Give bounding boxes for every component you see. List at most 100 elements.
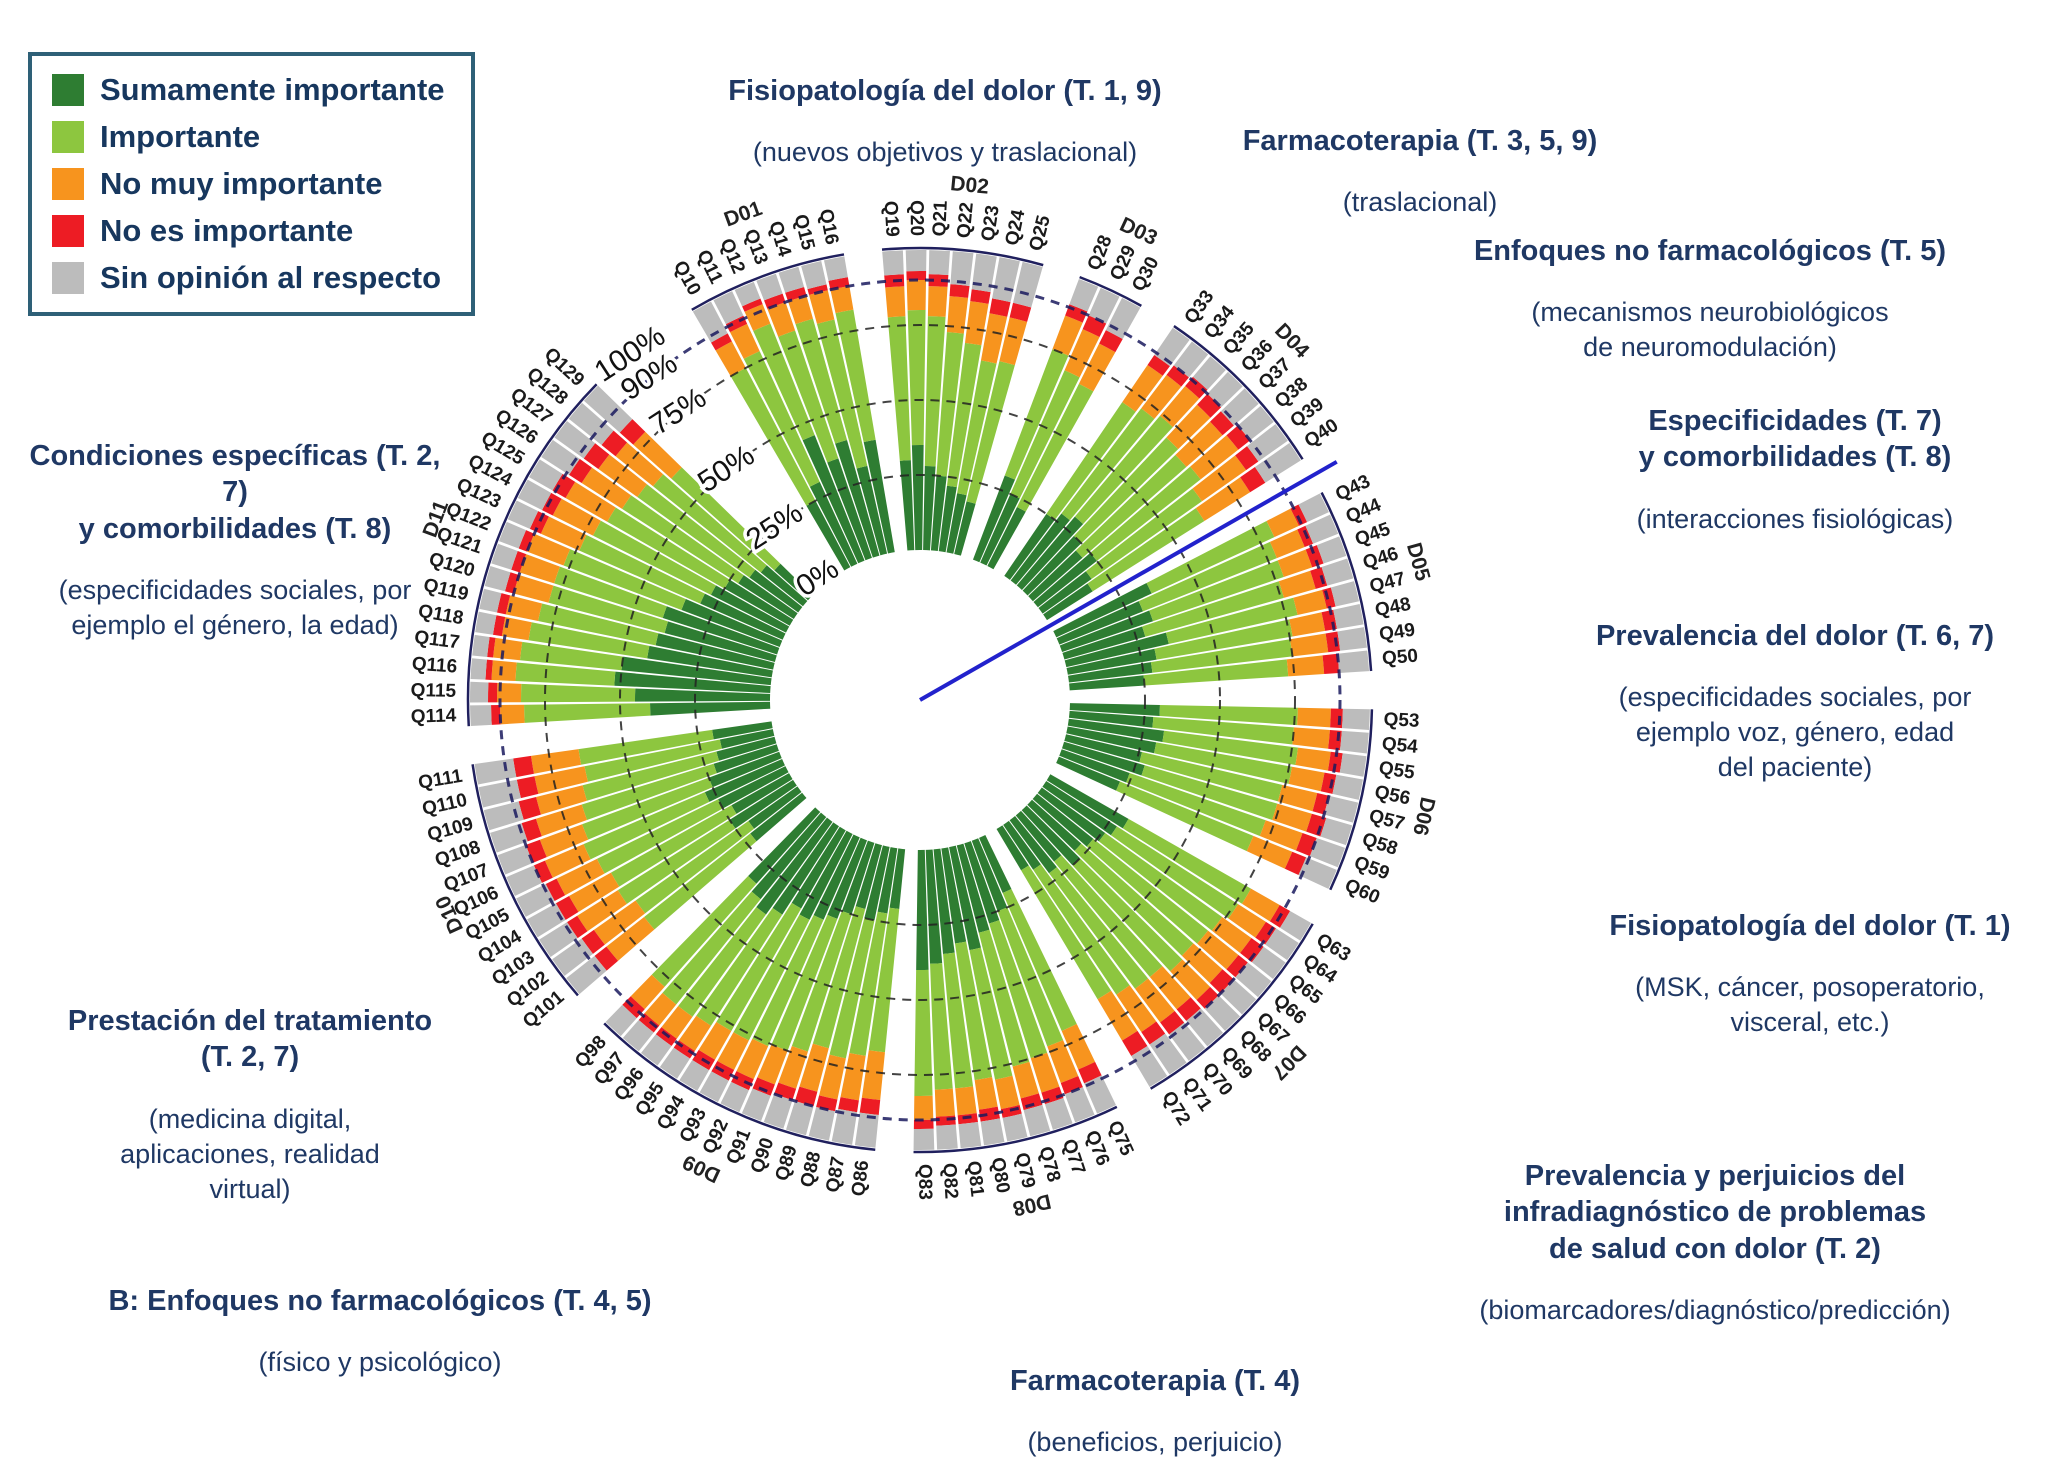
domain-cap-arc: [691, 253, 845, 311]
question-label: Q79: [1011, 1151, 1039, 1191]
legend-swatch-no-muy: [52, 168, 84, 200]
bar-segment-Q89: [855, 843, 882, 909]
bar-segment-Q110: [516, 776, 539, 799]
bar-segment-Q94: [716, 902, 802, 1032]
bar-segment-Q24: [989, 298, 1011, 317]
bar-segment-Q59: [1295, 833, 1317, 857]
bar-segment-Q36: [1197, 393, 1222, 418]
bar-segment-Q91: [752, 1077, 775, 1096]
section-subtitle: (MSK, cáncer, posoperatorio, visceral, e…: [1635, 972, 1985, 1038]
bar-segment-Q106: [704, 759, 785, 802]
bar-segment-Q103: [577, 890, 627, 932]
bar-segment-Q35: [1160, 385, 1200, 428]
bar-segment-Q105: [556, 858, 605, 896]
bar-segment-Q71: [1003, 820, 1041, 870]
bar-segment-Q82: [925, 849, 943, 964]
annotation-condiciones: Condiciones específicas (T. 2, 7) y como…: [15, 420, 455, 661]
bar-segment-Q20: [905, 250, 927, 272]
legend-item: Sumamente importante: [52, 72, 445, 108]
bar-segment-Q91: [741, 1088, 771, 1122]
bar-segment-Q48: [1154, 619, 1293, 660]
question-label: Q22: [954, 201, 978, 239]
domain-cap-arc: [881, 246, 1044, 267]
bar-segment-Q128: [760, 565, 808, 607]
bar-segment-Q34: [1061, 408, 1155, 521]
bar-segment-Q44: [1305, 514, 1339, 544]
domain-label: D02: [949, 172, 990, 199]
bar-segment-Q68: [1196, 986, 1219, 1009]
bar-segment-Q40: [1087, 508, 1205, 592]
bar-segment-Q25: [1013, 261, 1043, 308]
bar-segment-Q108: [490, 823, 528, 853]
bar-segment-Q43: [1053, 582, 1152, 638]
bar-segment-Q101: [644, 833, 757, 930]
question-label: Q48: [1373, 594, 1412, 621]
bar-segment-Q90: [841, 840, 875, 915]
bar-segment-Q106: [544, 844, 591, 878]
bar-segment-Q44: [1056, 601, 1144, 645]
domain-cap-arc: [603, 1022, 876, 1152]
section-subtitle: (nuevos objetivos y traslacional): [752, 137, 1138, 168]
section-title: Prevalencia del dolor (T. 6, 7): [1595, 620, 1995, 652]
question-label: Q50: [1381, 645, 1419, 669]
domain-cap-arc: [466, 383, 598, 727]
bar-segment-Q86: [889, 848, 906, 909]
bar-segment-Q72: [996, 825, 1029, 871]
bar-segment-Q97: [622, 1019, 654, 1052]
bar-segment-Q56: [1332, 774, 1363, 800]
bar-segment-Q77: [964, 841, 1000, 924]
bar-segment-Q60: [1298, 857, 1337, 889]
bar-segment-Q104: [527, 903, 566, 938]
bar-segment-Q87: [877, 847, 898, 914]
bar-segment-Q83: [916, 849, 929, 970]
bar-segment-Q87: [849, 911, 888, 1056]
bar-segment-Q68: [1170, 959, 1211, 1000]
bar-segment-Q14: [778, 266, 805, 293]
bar-segment-Q98: [651, 876, 757, 987]
bar-segment-Q88: [808, 1106, 835, 1141]
bar-segment-Q28: [1052, 315, 1083, 356]
bar-segment-Q102: [552, 938, 593, 976]
bar-segment-Q38: [1190, 435, 1239, 480]
question-label: Q89: [772, 1143, 802, 1183]
annotation-farmacoterapia-3-5-9: Farmacoterapia (T. 3, 5, 9) (traslaciona…: [1205, 105, 1635, 238]
bar-segment-Q80: [974, 1077, 998, 1110]
bar-segment-Q128: [568, 402, 614, 446]
bar-segment-Q36: [1207, 371, 1243, 408]
bar-segment-Q89: [812, 906, 866, 1049]
bar-segment-Q36: [1166, 404, 1211, 450]
section-title: Especificidades (T. 7) y comorbilidades …: [1638, 405, 1952, 474]
bar-segment-Q38: [1090, 466, 1201, 561]
bar-segment-Q57: [1277, 784, 1318, 812]
bar-segment-Q53: [1342, 708, 1370, 730]
bar-segment-Q92: [736, 1038, 769, 1080]
bar-segment-Q118: [475, 611, 497, 635]
bar-segment-Q90: [778, 1046, 808, 1089]
bar-segment-Q104: [555, 896, 579, 920]
bar-segment-Q15: [809, 290, 835, 324]
bar-segment-Q121: [491, 543, 518, 570]
question-label: Q114: [410, 705, 457, 728]
bar-segment-Q95: [772, 822, 840, 915]
bar-segment-Q64: [1228, 904, 1266, 938]
bar-segment-Q114: [470, 705, 492, 727]
bar-segment-Q48: [1066, 648, 1157, 675]
bar-segment-Q25: [954, 501, 976, 556]
bar-segment-Q45: [1316, 536, 1347, 564]
bar-segment-Q47: [1064, 632, 1169, 668]
question-label: Q49: [1378, 620, 1416, 646]
bar-segment-Q23: [970, 289, 991, 304]
bar-segment-Q118: [492, 615, 506, 637]
section-title: Enfoques no farmacológicos (T. 5): [1473, 235, 1947, 267]
bar-segment-Q13: [778, 330, 839, 463]
domain-cap-arc: [1079, 275, 1142, 307]
bar-segment-Q11: [713, 291, 744, 325]
question-label: Q86: [848, 1159, 873, 1197]
bar-segment-Q46: [1278, 570, 1316, 598]
bar-segment-Q119: [505, 595, 543, 622]
bar-segment-Q13: [767, 302, 796, 337]
bar-segment-Q39: [1038, 571, 1092, 614]
bar-segment-Q109: [582, 751, 719, 801]
bar-segment-Q34: [1141, 374, 1182, 419]
bar-segment-Q70: [1160, 1010, 1185, 1035]
